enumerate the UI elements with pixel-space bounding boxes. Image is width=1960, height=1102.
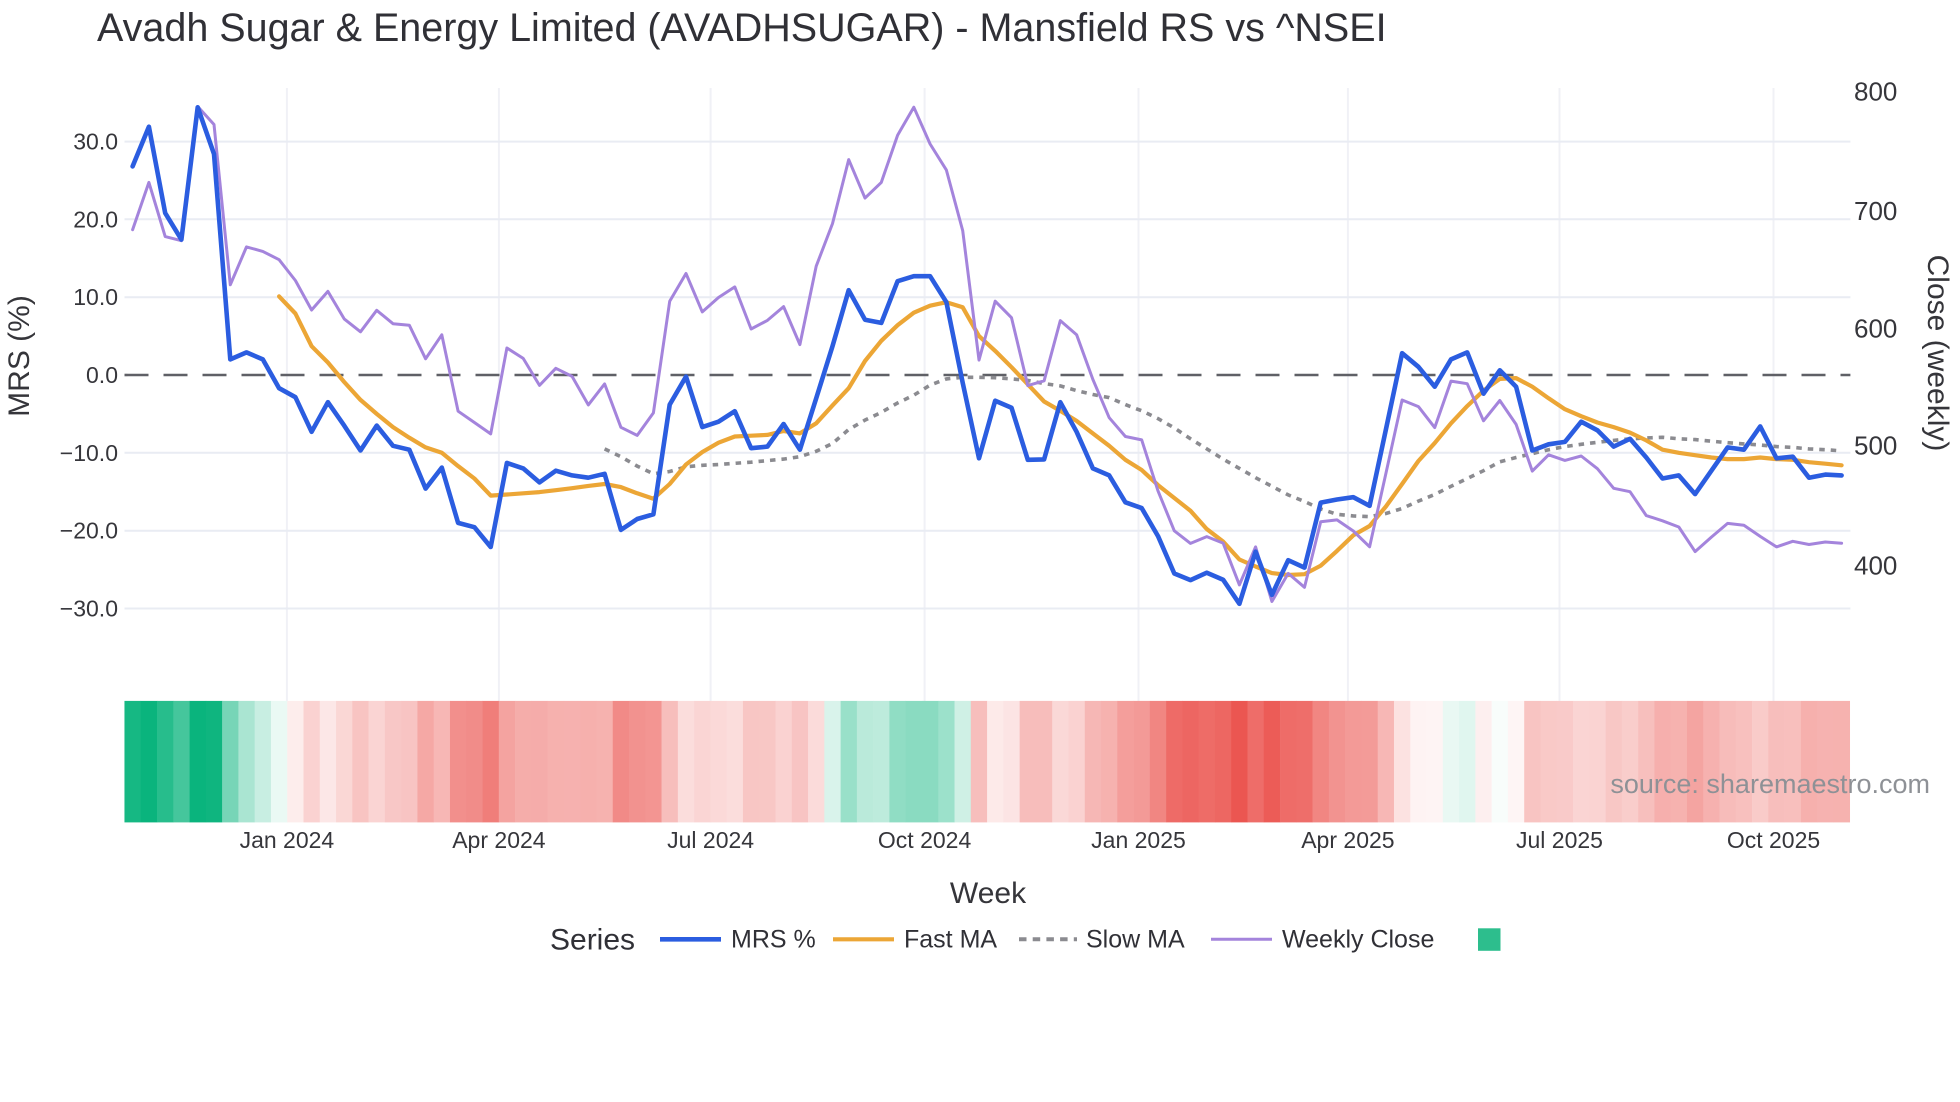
svg-text:Jan 2024: Jan 2024 (240, 827, 335, 853)
svg-text:Jan 2025: Jan 2025 (1091, 827, 1186, 853)
svg-text:MRS %: MRS % (731, 925, 816, 953)
svg-text:Week: Week (950, 877, 1027, 910)
svg-text:20.0: 20.0 (73, 206, 118, 232)
svg-text:−10.0: −10.0 (60, 440, 118, 466)
svg-text:Apr 2025: Apr 2025 (1301, 827, 1394, 853)
svg-text:0.0: 0.0 (86, 362, 118, 388)
svg-text:Oct 2025: Oct 2025 (1727, 827, 1820, 853)
svg-text:Series: Series (550, 923, 635, 956)
svg-text:Apr 2024: Apr 2024 (452, 827, 546, 853)
svg-text:MRS (%): MRS (%) (3, 295, 36, 417)
svg-text:Weekly Close: Weekly Close (1282, 925, 1434, 953)
svg-text:Avadh Sugar & Energy Limited (: Avadh Sugar & Energy Limited (AVADHSUGAR… (97, 6, 1387, 50)
svg-text:700: 700 (1854, 196, 1897, 226)
svg-text:source: sharemaestro.com: source: sharemaestro.com (1610, 769, 1930, 799)
svg-text:500: 500 (1854, 430, 1897, 460)
svg-text:Oct 2024: Oct 2024 (878, 827, 972, 853)
svg-text:−30.0: −30.0 (60, 596, 118, 622)
svg-text:400: 400 (1854, 550, 1897, 580)
svg-text:Close (weekly): Close (weekly) (1921, 255, 1954, 452)
svg-text:800: 800 (1854, 77, 1897, 107)
svg-text:30.0: 30.0 (73, 129, 118, 155)
svg-text:Jul 2024: Jul 2024 (667, 827, 754, 853)
svg-text:Jul 2025: Jul 2025 (1516, 827, 1603, 853)
svg-text:−20.0: −20.0 (60, 518, 118, 544)
svg-text:Fast MA: Fast MA (904, 925, 997, 953)
svg-text:600: 600 (1854, 313, 1897, 343)
svg-text:10.0: 10.0 (73, 284, 118, 310)
svg-text:Slow MA: Slow MA (1086, 925, 1185, 953)
